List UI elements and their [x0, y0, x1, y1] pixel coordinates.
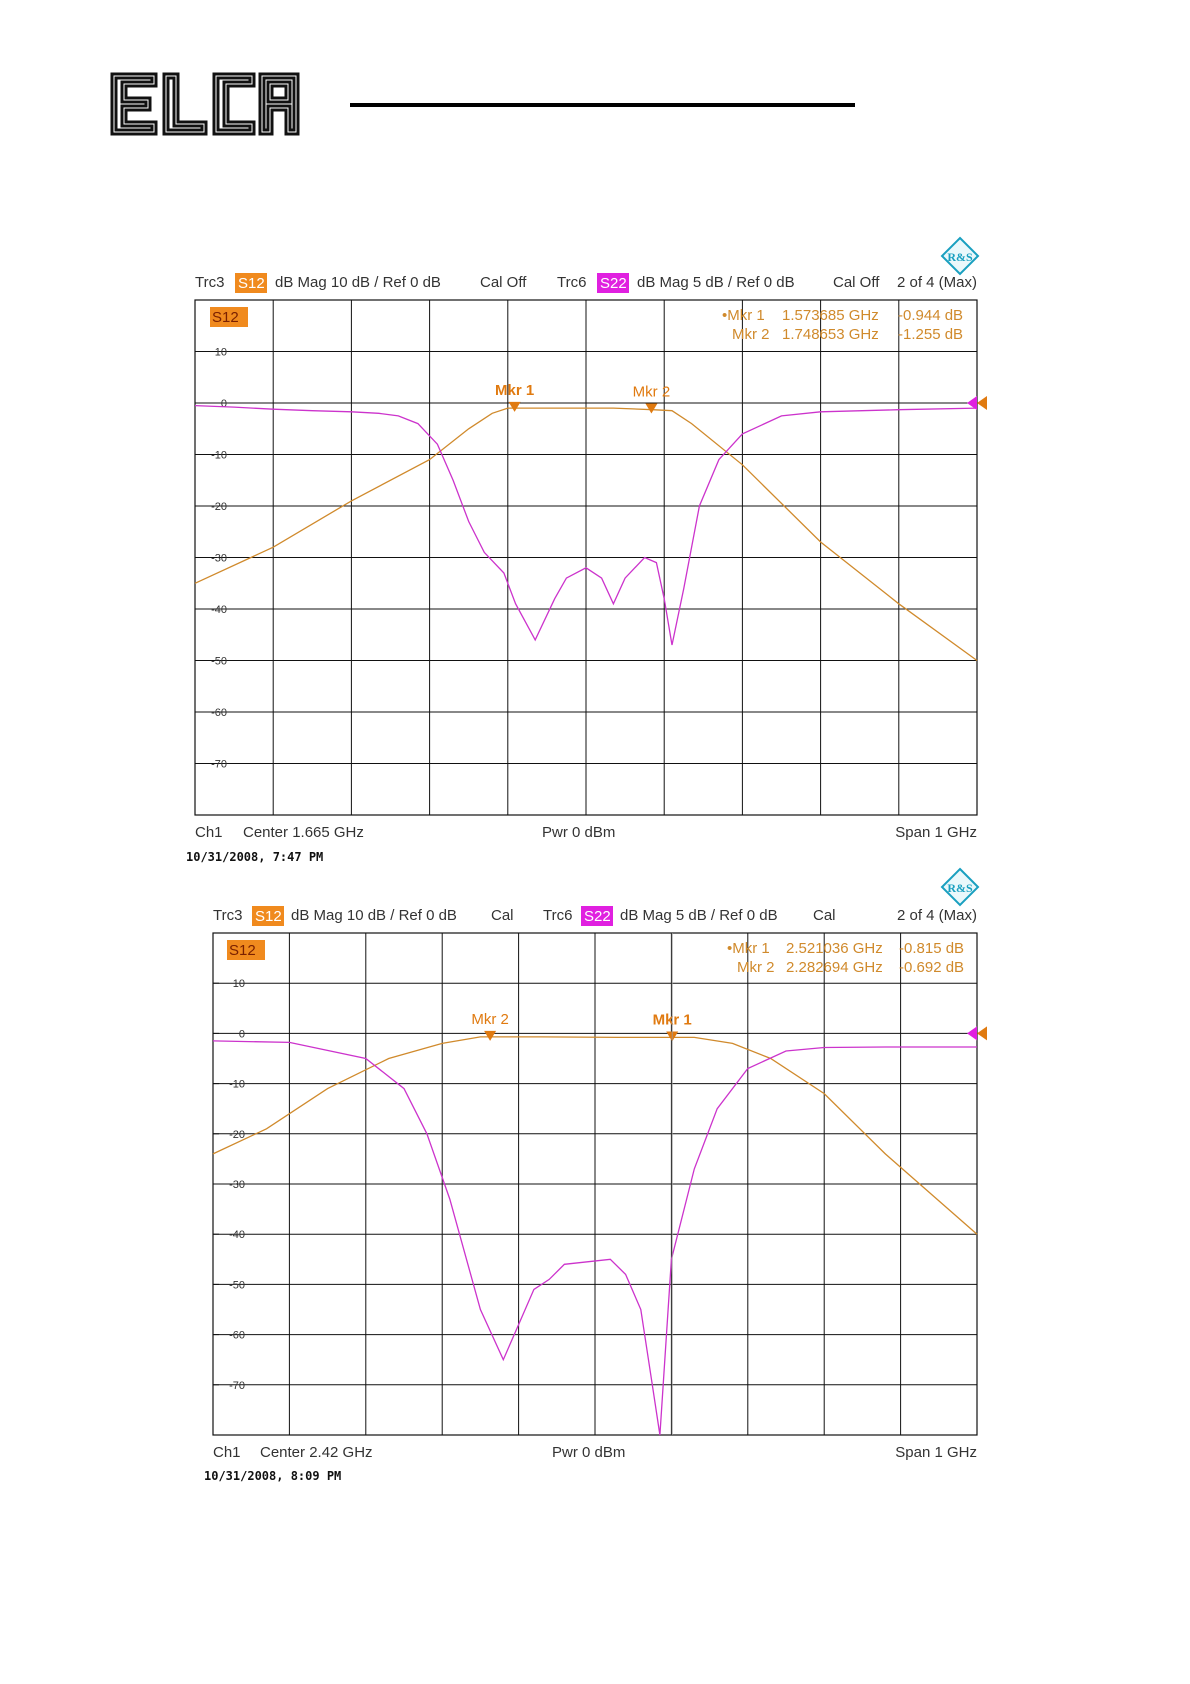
trc-b-label: Trc6 [557, 274, 586, 291]
s12-badge-bg [235, 273, 267, 293]
scale-a: dB Mag 10 dB / Ref 0 dB [275, 274, 441, 291]
scale-b: dB Mag 5 dB / Ref 0 dB [620, 907, 778, 924]
s12-badge-bg [252, 906, 284, 926]
y-tick-label: 10 [215, 347, 227, 359]
mkr2-freq: 1.748653 GHz [782, 326, 879, 343]
mkr1-label: •Mkr 1 [722, 307, 765, 324]
mkr1-value: -0.815 dB [899, 940, 964, 957]
mkr2-label: Mkr 2 [737, 959, 775, 976]
marker-readout: •Mkr 1 2.521036 GHz -0.815 dB Mkr 2 2.28… [727, 940, 964, 976]
y-tick-label: -50 [229, 1279, 245, 1291]
y-tick-label: -40 [211, 604, 227, 616]
footer-ch: Ch1 [195, 824, 223, 841]
marker-triangle[interactable] [508, 401, 521, 412]
marker-label: Mkr 1 [495, 382, 534, 399]
s12-ref-marker [977, 1026, 987, 1041]
footer-span: Span 1 GHz [895, 824, 977, 841]
s22-badge-bg [597, 273, 629, 293]
mkr2-label: Mkr 2 [732, 326, 770, 343]
analyzer-chart-1: R&S Trc3 S12 dB Mag 10 dB / Ref 0 dB Cal… [186, 236, 987, 864]
trc-a-label: Trc3 [213, 907, 242, 924]
rs-logo-icon: R&S [940, 867, 980, 907]
y-tick-label: -70 [229, 1380, 245, 1392]
mkr1-value: -0.944 dB [898, 307, 963, 324]
chart-footer: Ch1 Center 2.42 GHz Pwr 0 dBm Span 1 GHz… [204, 1444, 977, 1483]
scale-a: dB Mag 10 dB / Ref 0 dB [291, 907, 457, 924]
marker-label: Mkr 2 [471, 1011, 509, 1028]
cal-a: Cal [491, 907, 514, 924]
mkr1-freq: 1.573685 GHz [782, 307, 879, 324]
timestamp: 10/31/2008, 7:47 PM [186, 850, 323, 864]
scale-b: dB Mag 5 dB / Ref 0 dB [637, 274, 795, 291]
svg-text:R&S: R&S [947, 881, 973, 895]
marker-triangle[interactable] [645, 403, 658, 414]
y-tick-label: -50 [211, 656, 227, 668]
y-tick-label: 0 [239, 1028, 245, 1040]
marker-triangle[interactable] [484, 1030, 497, 1041]
s22-badge-bg [581, 906, 613, 926]
marker-label: Mkr 2 [633, 383, 671, 400]
y-tick-label: -20 [211, 501, 227, 513]
rs-logo-icon: R&S [940, 236, 980, 276]
footer-center: Center 1.665 GHz [243, 824, 364, 841]
mkr2-freq: 2.282694 GHz [786, 959, 883, 976]
footer-pwr: Pwr 0 dBm [542, 824, 615, 841]
y-tick-label: -30 [211, 553, 227, 565]
y-tick-label: -70 [211, 759, 227, 771]
series-s12-line [212, 1036, 978, 1235]
y-tick-label: -40 [229, 1229, 245, 1241]
mkr1-freq: 2.521036 GHz [786, 940, 883, 957]
title-rule [350, 103, 855, 107]
series-s12-line [194, 407, 978, 662]
footer-center: Center 2.42 GHz [260, 1444, 373, 1461]
page-indicator: 2 of 4 (Max) [897, 907, 977, 924]
analyzer-chart-2: R&S Trc3 S12 dB Mag 10 dB / Ref 0 dB Cal… [204, 867, 987, 1483]
marker-readout: •Mkr 1 1.573685 GHz -0.944 dB Mkr 2 1.74… [722, 307, 963, 343]
y-tick-label: -60 [211, 707, 227, 719]
elca-logo [110, 72, 300, 136]
trc-b-label: Trc6 [543, 907, 572, 924]
y-tick-label: 10 [233, 978, 245, 990]
cal-a: Cal Off [480, 274, 527, 291]
y-tick-label: -20 [229, 1129, 245, 1141]
mkr2-value: -1.255 dB [898, 326, 963, 343]
y-tick-label: -60 [229, 1330, 245, 1342]
chart-footer: Ch1 Center 1.665 GHz Pwr 0 dBm Span 1 GH… [186, 824, 977, 864]
svg-text:R&S: R&S [947, 250, 973, 264]
series-s22-line [212, 1040, 977, 1436]
s12-ref-marker [977, 396, 987, 410]
y-tick-label: -10 [211, 450, 227, 462]
chart-header: Trc3 S12 dB Mag 10 dB / Ref 0 dB Cal Off… [195, 273, 977, 293]
s22-badge[interactable]: S22 [584, 908, 611, 925]
trc-a-label: Trc3 [195, 274, 224, 291]
footer-span: Span 1 GHz [895, 1444, 977, 1461]
s12-badge[interactable]: S12 [255, 908, 282, 925]
trace-label[interactable]: S12 [212, 309, 239, 326]
footer-ch: Ch1 [213, 1444, 241, 1461]
trace-label-bg [210, 307, 248, 327]
series-s22-line [194, 404, 978, 646]
s22-badge[interactable]: S22 [600, 275, 627, 292]
cal-b: Cal [813, 907, 836, 924]
chart-header: Trc3 S12 dB Mag 10 dB / Ref 0 dB Cal Trc… [213, 906, 977, 926]
timestamp: 10/31/2008, 8:09 PM [204, 1469, 341, 1483]
y-tick-label: 0 [221, 398, 227, 410]
footer-pwr: Pwr 0 dBm [552, 1444, 625, 1461]
mkr1-label: •Mkr 1 [727, 940, 770, 957]
s22-ref-marker [967, 396, 977, 410]
cal-b: Cal Off [833, 274, 880, 291]
trace-label-bg [227, 940, 265, 960]
s22-ref-marker [967, 1026, 977, 1041]
mkr2-value: -0.692 dB [899, 959, 964, 976]
y-tick-label: -10 [229, 1079, 245, 1091]
s12-badge[interactable]: S12 [238, 275, 265, 292]
trace-label[interactable]: S12 [229, 942, 256, 959]
y-tick-label: -30 [229, 1179, 245, 1191]
page-indicator: 2 of 4 (Max) [897, 274, 977, 291]
